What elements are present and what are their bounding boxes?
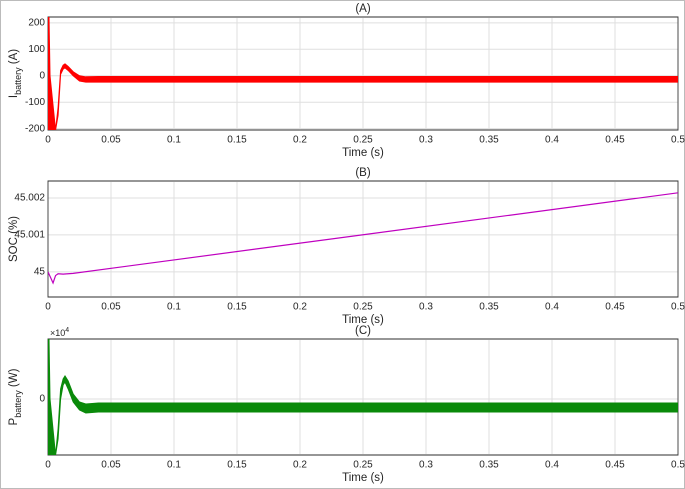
y-tick-label: 0 (39, 394, 45, 405)
x-tick-label: 0.05 (101, 460, 121, 471)
y-tick-label: -100 (25, 97, 45, 108)
y-tick-label: 0 (39, 70, 45, 81)
x-tick-label: 0.25 (353, 135, 373, 146)
x-tick-label: 0.25 (353, 302, 373, 313)
x-tick-label: 0.3 (419, 135, 433, 146)
y-tick-label: 100 (28, 44, 45, 55)
x-tick-label: 0.25 (353, 460, 373, 471)
x-tick-label: 0.5 (671, 302, 685, 313)
y-label-main: I (8, 95, 20, 98)
x-tick-label: 0.05 (101, 302, 121, 313)
x-tick-label: 0.4 (545, 302, 559, 313)
signal-band (48, 17, 678, 130)
x-tick-label: 0.45 (605, 460, 625, 471)
x-tick-label: 0.1 (167, 302, 181, 313)
x-tick-label: 0.3 (419, 302, 433, 313)
y-tick-label: 200 (28, 17, 45, 28)
x-tick-label: 0.35 (479, 302, 499, 313)
x-axis-label: Time (s) (342, 314, 384, 326)
exponent-base: ×10 (50, 328, 65, 338)
y-label-unit: (A) (8, 49, 20, 65)
y-axis-label: Ibattery (A) (8, 49, 23, 98)
x-tick-label: 0.3 (419, 460, 433, 471)
x-tick-label: 0.15 (227, 302, 247, 313)
y-label-unit: (W) (8, 368, 20, 387)
soc-line (48, 192, 678, 285)
y-tick-label: -200 (25, 123, 45, 134)
x-tick-label: 0.1 (167, 135, 181, 146)
panel-title: (C) (355, 325, 371, 337)
x-tick-label: 0.1 (167, 460, 181, 471)
exponent-power: 4 (65, 327, 69, 334)
x-axis-label: Time (s) (342, 472, 384, 484)
y-axis-label: Pbattery (W) (8, 368, 23, 425)
y-label-sub: battery (13, 390, 23, 418)
axis-exponent: ×104 (50, 327, 69, 339)
x-tick-label: 0.5 (671, 135, 685, 146)
x-tick-label: 0.15 (227, 135, 247, 146)
x-tick-label: 0.15 (227, 460, 247, 471)
plot-area (48, 192, 678, 285)
x-tick-label: 0.2 (293, 302, 307, 313)
x-tick-label: 0 (45, 135, 51, 146)
x-tick-label: 0.45 (605, 135, 625, 146)
x-tick-label: 0.45 (605, 302, 625, 313)
y-axis-label: SOC (%) (8, 216, 20, 262)
x-tick-label: 0.5 (671, 460, 685, 471)
x-tick-label: 0 (45, 460, 51, 471)
y-label-main: P (8, 417, 20, 425)
y-tick-label: 45.002 (14, 193, 45, 204)
x-tick-label: 0.4 (545, 460, 559, 471)
x-tick-label: 0.35 (479, 460, 499, 471)
panel-title: (B) (355, 167, 371, 179)
x-axis-label: Time (s) (342, 147, 384, 159)
x-tick-label: 0.2 (293, 135, 307, 146)
x-tick-label: 0.4 (545, 135, 559, 146)
axes-frame (47, 180, 679, 298)
x-tick-label: 0 (45, 302, 51, 313)
panel-title: (A) (355, 3, 371, 15)
y-tick-label: 45.001 (14, 230, 45, 241)
y-tick-label: 45 (34, 267, 46, 278)
x-tick-label: 0.2 (293, 460, 307, 471)
x-tick-label: 0.05 (101, 135, 121, 146)
y-label-sub: battery (13, 67, 23, 95)
signal-band (48, 339, 678, 455)
x-tick-label: 0.35 (479, 135, 499, 146)
plot-area (48, 339, 678, 455)
plot-area (48, 17, 678, 130)
